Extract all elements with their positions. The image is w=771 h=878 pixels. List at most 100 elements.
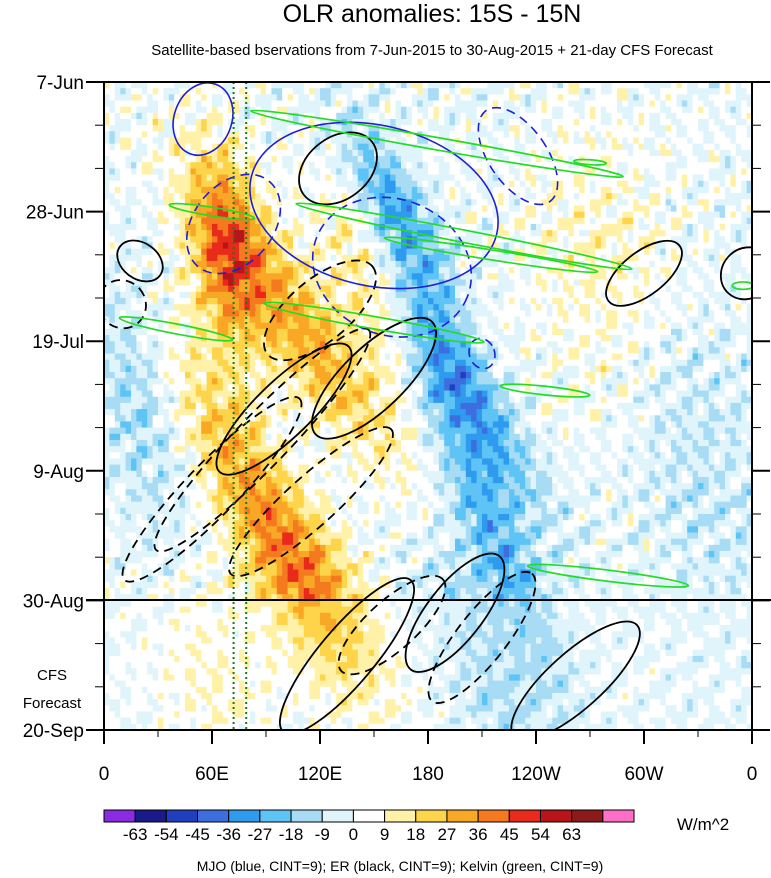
olr-cell [222, 174, 229, 182]
olr-cell [519, 310, 526, 317]
olr-cell [260, 273, 267, 280]
olr-cell [363, 273, 369, 280]
olr-cell [649, 223, 656, 231]
olr-cell [395, 211, 402, 219]
olr-cell [222, 156, 229, 163]
olr-cell [671, 310, 677, 317]
olr-cell [698, 248, 704, 256]
olr-cell [298, 94, 305, 101]
olr-cell [455, 131, 461, 138]
olr-cell [428, 236, 434, 243]
olr-cell [730, 236, 737, 243]
olr-cell [482, 88, 488, 95]
olr-cell [401, 322, 407, 330]
olr-cell [606, 119, 612, 126]
olr-cell [195, 322, 202, 330]
olr-cell [422, 162, 429, 169]
olr-cell [239, 88, 245, 95]
olr-cell [433, 310, 440, 317]
olr-cell [681, 137, 688, 145]
olr-cell [417, 273, 423, 280]
olr-cell [633, 88, 639, 95]
olr-cell [438, 199, 445, 206]
olr-cell [158, 137, 164, 145]
olr-cell [314, 217, 321, 225]
olr-cell [611, 322, 618, 330]
olr-cell [347, 149, 353, 157]
olr-cell [422, 328, 429, 336]
olr-cell [374, 316, 380, 324]
olr-cell [341, 236, 348, 243]
olr-cell [546, 131, 553, 138]
olr-cell [185, 131, 191, 138]
olr-cell [433, 88, 440, 95]
olr-cell [428, 82, 434, 89]
olr-cell [255, 112, 261, 120]
olr-cell [390, 223, 396, 231]
olr-cell [249, 230, 256, 237]
olr-cell [125, 88, 132, 95]
olr-cell [476, 279, 483, 287]
olr-cell [465, 211, 472, 219]
olr-cell [303, 322, 310, 330]
olr-cell [417, 82, 423, 89]
olr-cell [309, 125, 315, 132]
olr-cell [692, 125, 699, 132]
olr-cell [201, 316, 207, 324]
olr-cell [287, 285, 294, 293]
olr-cell [676, 322, 683, 330]
olr-cell [168, 174, 175, 182]
olr-cell [163, 310, 170, 317]
olr-cell [622, 149, 629, 157]
olr-cell [627, 156, 634, 163]
olr-cell [600, 217, 607, 225]
olr-cell [357, 199, 364, 206]
olr-cell [611, 285, 618, 293]
olr-cell [725, 125, 731, 132]
olr-cell [309, 236, 315, 243]
olr-cell [676, 248, 683, 256]
olr-cell [579, 168, 585, 175]
olr-cell [676, 211, 683, 219]
olr-cell [654, 162, 661, 169]
olr-cell [282, 82, 288, 89]
olr-cell [627, 291, 634, 299]
olr-cell [147, 236, 153, 243]
olr-cell [714, 94, 720, 101]
olr-cell [514, 94, 521, 101]
olr-cell [606, 193, 612, 200]
olr-cell [735, 205, 742, 212]
olr-cell [341, 137, 348, 145]
olr-cell [363, 82, 369, 89]
olr-cell [498, 273, 504, 280]
olr-cell [201, 162, 207, 169]
olr-cell [606, 137, 612, 145]
olr-cell [233, 236, 240, 243]
olr-cell [536, 94, 542, 101]
olr-cell [730, 205, 737, 212]
olr-cell [276, 143, 283, 151]
olr-cell [509, 106, 515, 114]
olr-cell [746, 112, 752, 120]
olr-cell [158, 267, 164, 274]
olr-cell [276, 316, 283, 324]
olr-cell [401, 100, 407, 108]
olr-cell [530, 211, 537, 219]
olr-cell [735, 254, 742, 262]
olr-cell [530, 94, 537, 101]
olr-cell [384, 119, 391, 126]
olr-cell [147, 193, 153, 200]
olr-cell [573, 322, 580, 330]
olr-cell [298, 322, 305, 330]
olr-cell [741, 242, 747, 250]
olr-cell [687, 205, 693, 212]
olr-cell [552, 149, 558, 157]
olr-cell [492, 242, 499, 250]
olr-cell [476, 186, 483, 194]
olr-cell [320, 88, 326, 95]
olr-cell [649, 156, 656, 163]
olr-cell [179, 310, 186, 317]
olr-cell [617, 285, 623, 293]
olr-cell [730, 217, 737, 225]
olr-cell [341, 267, 348, 274]
